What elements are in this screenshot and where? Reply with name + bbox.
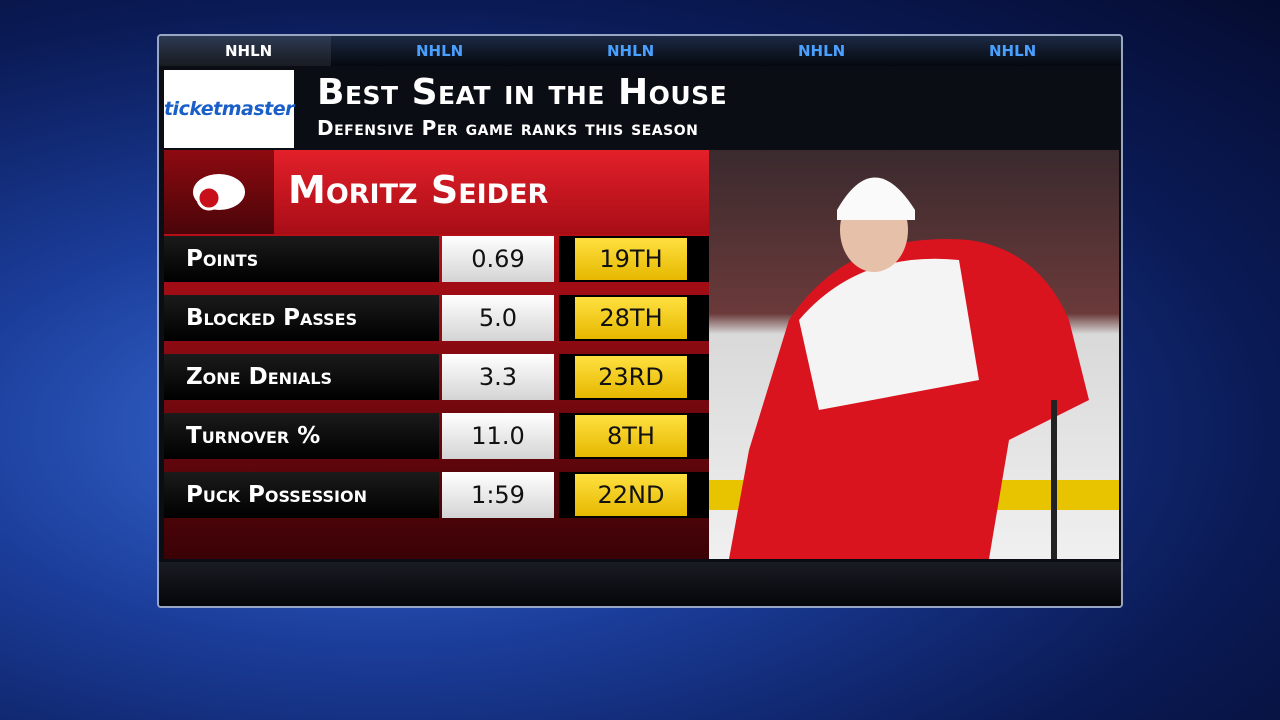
ticker-item: NHLN [416, 42, 464, 60]
team-logo [193, 174, 245, 211]
footer-bar [159, 562, 1121, 606]
stat-value: 0.69 [442, 236, 554, 282]
stat-label: Puck Possession [164, 472, 439, 518]
title: Best Seat in the House [317, 72, 728, 113]
stat-value: 1:59 [442, 472, 554, 518]
stat-label: Points [164, 236, 439, 282]
player-name: Moritz Seider [288, 168, 549, 212]
rank-box: 23RD [559, 354, 709, 400]
ticker: NHLNNHLNNHLNNHLNNHLNNHLN [159, 36, 1121, 66]
stat-value: 11.0 [442, 413, 554, 459]
stat-row: Points 0.69 19TH [164, 236, 709, 282]
rank-box: 28TH [559, 295, 709, 341]
logo-wheel [196, 185, 222, 211]
stat-row: Puck Possession 1:59 22ND [164, 472, 709, 518]
stat-label: Turnover % [164, 413, 439, 459]
stat-value: 5.0 [442, 295, 554, 341]
rank-box: 8TH [559, 413, 709, 459]
rank-box: 22ND [559, 472, 709, 518]
stat-row: Zone Denials 3.3 23RD [164, 354, 709, 400]
ticker-highlight [159, 36, 331, 66]
player-photo [709, 150, 1119, 559]
stat-rank: 28TH [575, 297, 687, 339]
stat-rank: 22ND [575, 474, 687, 516]
ticker-item: NHLN [607, 42, 655, 60]
stick [1051, 400, 1057, 559]
stat-label: Blocked Passes [164, 295, 439, 341]
team-logo-box [164, 150, 274, 234]
rank-box: 19TH [559, 236, 709, 282]
subtitle: Defensive Per game ranks this season [317, 116, 699, 140]
ticker-item: NHLN [989, 42, 1037, 60]
ticker-item: NHLN [798, 42, 846, 60]
stat-row: Turnover % 11.0 8TH [164, 413, 709, 459]
ticker-item: NHLN [225, 42, 273, 60]
stat-table: Points 0.69 19TH Blocked Passes 5.0 28TH Zone … [164, 234, 709, 559]
stat-rank: 23RD [575, 356, 687, 398]
sponsor-logo: ticketmaster [164, 70, 295, 148]
panel: NHLNNHLNNHLNNHLNNHLNNHLN ticketmaster Be… [157, 34, 1123, 608]
stat-row: Blocked Passes 5.0 28TH [164, 295, 709, 341]
photo-art [709, 177, 1119, 559]
jersey-white [799, 258, 979, 410]
name-bar: Moritz Seider [164, 150, 709, 234]
stat-rank: 19TH [575, 238, 687, 280]
helmet [837, 177, 915, 220]
stat-rank: 8TH [575, 415, 687, 457]
stat-value: 3.3 [442, 354, 554, 400]
stat-label: Zone Denials [164, 354, 439, 400]
